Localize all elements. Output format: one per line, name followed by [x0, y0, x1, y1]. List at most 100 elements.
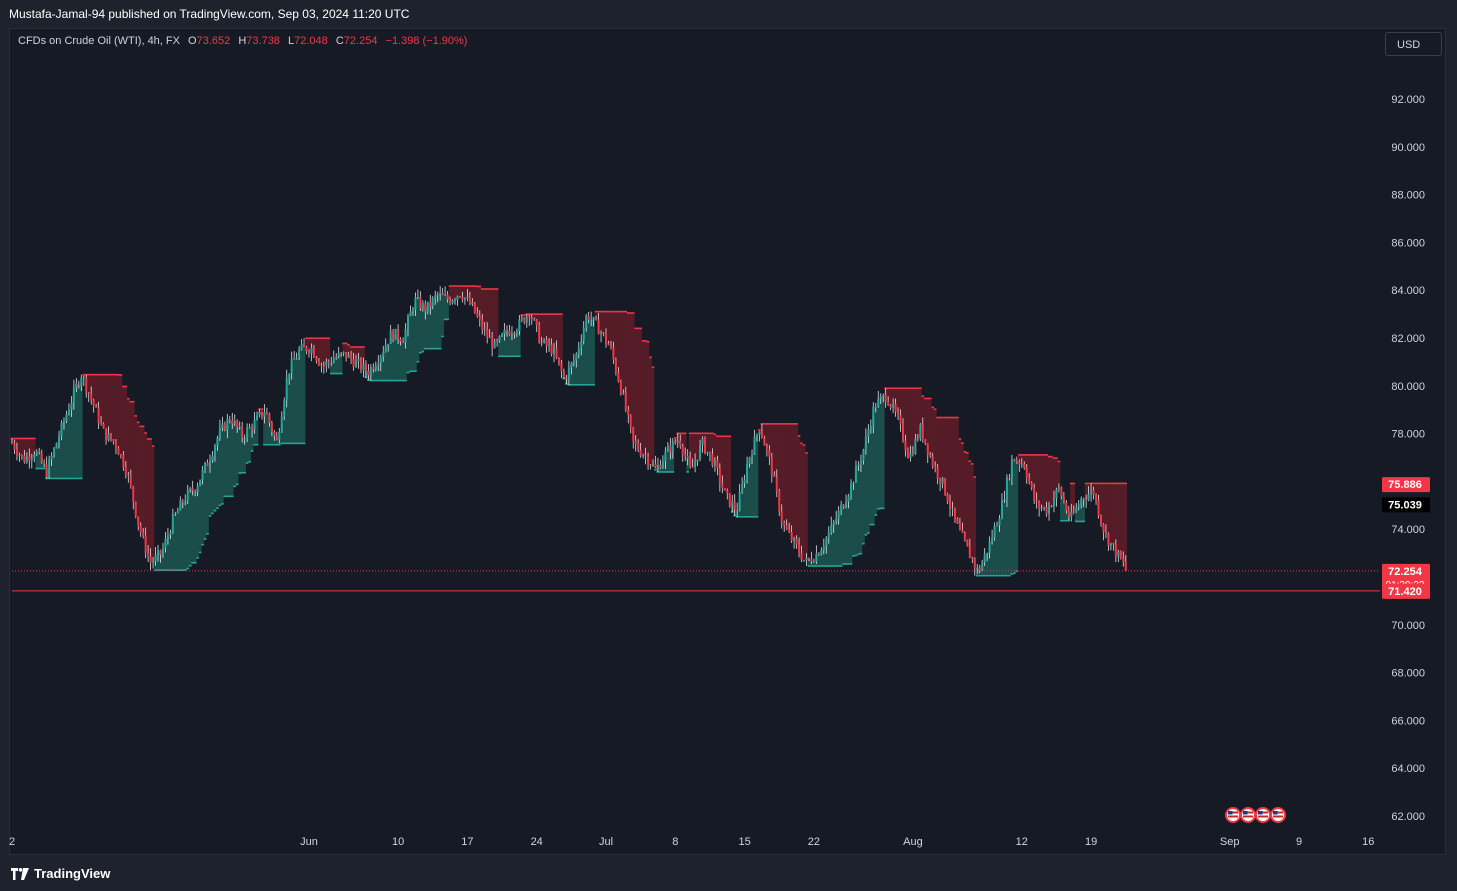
band-down-slice [968, 461, 972, 553]
candle-up [743, 479, 746, 484]
currency-button[interactable]: USD [1385, 32, 1442, 56]
band-edge [708, 432, 712, 435]
candle-up [671, 441, 674, 453]
band-edge [339, 372, 343, 375]
candle-down [704, 438, 706, 454]
band-edge [763, 423, 766, 425]
band-edge [837, 565, 840, 567]
band-down-slice [941, 417, 944, 482]
band-up-slice [505, 330, 509, 357]
economic-events[interactable] [1225, 807, 1286, 823]
last-price-label: 72.254 [1388, 566, 1423, 578]
band-edge [691, 432, 694, 435]
candle-down [486, 329, 489, 338]
band-edge [807, 565, 811, 567]
candle-up [263, 412, 266, 417]
band-down-slice [1072, 483, 1076, 512]
candle-up [862, 449, 865, 461]
band-up-slice [35, 453, 39, 469]
y-tick-label: 78.000 [1391, 429, 1425, 441]
band-down-slice [134, 415, 138, 510]
band-up-slice [995, 525, 999, 576]
band-up-slice [245, 432, 249, 463]
band-down-slice [943, 417, 947, 487]
us-flag-icon[interactable] [1270, 807, 1286, 823]
band-edge [1008, 574, 1011, 577]
candle-up [543, 339, 546, 343]
us-flag-icon[interactable] [1240, 807, 1256, 823]
candle-up [434, 295, 437, 298]
band-up-slice [213, 450, 217, 511]
band-edge [1013, 572, 1016, 575]
band-down-slice [716, 436, 719, 465]
time-axis: 2 Jun 10 17 24 Jul 8 15 22 Aug 12 19 Sep 9 16 [9, 836, 1374, 848]
candle-down [926, 443, 929, 455]
band-edge [579, 384, 583, 386]
band-up-slice [575, 357, 578, 385]
tradingview-brand[interactable]: TradingView [11, 866, 110, 881]
band-edge [52, 477, 56, 480]
close-value: 72.254 [343, 35, 378, 47]
band-down-slice [626, 313, 630, 413]
band-down-slice [99, 374, 103, 424]
candle-up [379, 356, 382, 364]
band-down-slice [97, 374, 100, 416]
band-down-slice [1117, 483, 1120, 555]
band-edge [82, 373, 86, 376]
y-tick-label: 66.000 [1391, 715, 1425, 727]
candle-up [30, 457, 33, 461]
band-edge [139, 425, 142, 428]
candle-up [696, 459, 699, 462]
flag-canton [1258, 811, 1263, 815]
band-edge [582, 384, 586, 386]
candle-up [864, 436, 867, 450]
flag-stripe [1273, 815, 1283, 818]
candle-down [528, 316, 531, 319]
candle-up [1077, 504, 1080, 508]
candle-down [800, 553, 803, 561]
candle-down [429, 301, 432, 307]
band-edge [25, 437, 29, 440]
us-flag-icon[interactable] [1225, 807, 1241, 823]
band-edge [463, 285, 467, 287]
band-up-slice [339, 352, 343, 374]
band-edge [713, 433, 717, 436]
band-edge [743, 516, 746, 518]
candle-up [176, 510, 179, 514]
band-up-slice [857, 465, 860, 555]
band-up-slice [337, 354, 340, 374]
band-edge [196, 557, 199, 559]
band-up-slice [669, 448, 672, 472]
band-up-slice [329, 362, 333, 374]
band-edge [213, 509, 217, 512]
band-up-slice [879, 397, 883, 509]
band-edge [985, 574, 989, 577]
band-edge [980, 574, 984, 577]
us-flag-icon[interactable] [1255, 807, 1271, 823]
flag-stripe [1228, 811, 1238, 814]
high-value: 73.738 [246, 35, 280, 47]
band-down-slice [342, 343, 345, 353]
candle-down [424, 303, 427, 312]
band-edge [263, 443, 266, 446]
x-tick-label: 12 [1016, 836, 1028, 848]
band-down-slice [20, 438, 24, 456]
candle-down [639, 450, 642, 456]
band-edge [654, 469, 657, 471]
candle-up [196, 485, 199, 493]
band-edge [292, 442, 296, 445]
candle-down [783, 522, 786, 526]
band-up-slice [67, 412, 71, 479]
candle-up [1010, 459, 1013, 478]
candle-down [1100, 515, 1102, 525]
band-down-slice [552, 314, 556, 352]
band-down-slice [921, 396, 925, 432]
band-edge [629, 312, 633, 314]
candle-up [483, 329, 486, 331]
flag-stripe [1273, 811, 1283, 814]
band-edge [1060, 519, 1063, 522]
candle-down [191, 488, 194, 491]
band-up-slice [582, 334, 586, 385]
band-up-slice [428, 304, 432, 349]
